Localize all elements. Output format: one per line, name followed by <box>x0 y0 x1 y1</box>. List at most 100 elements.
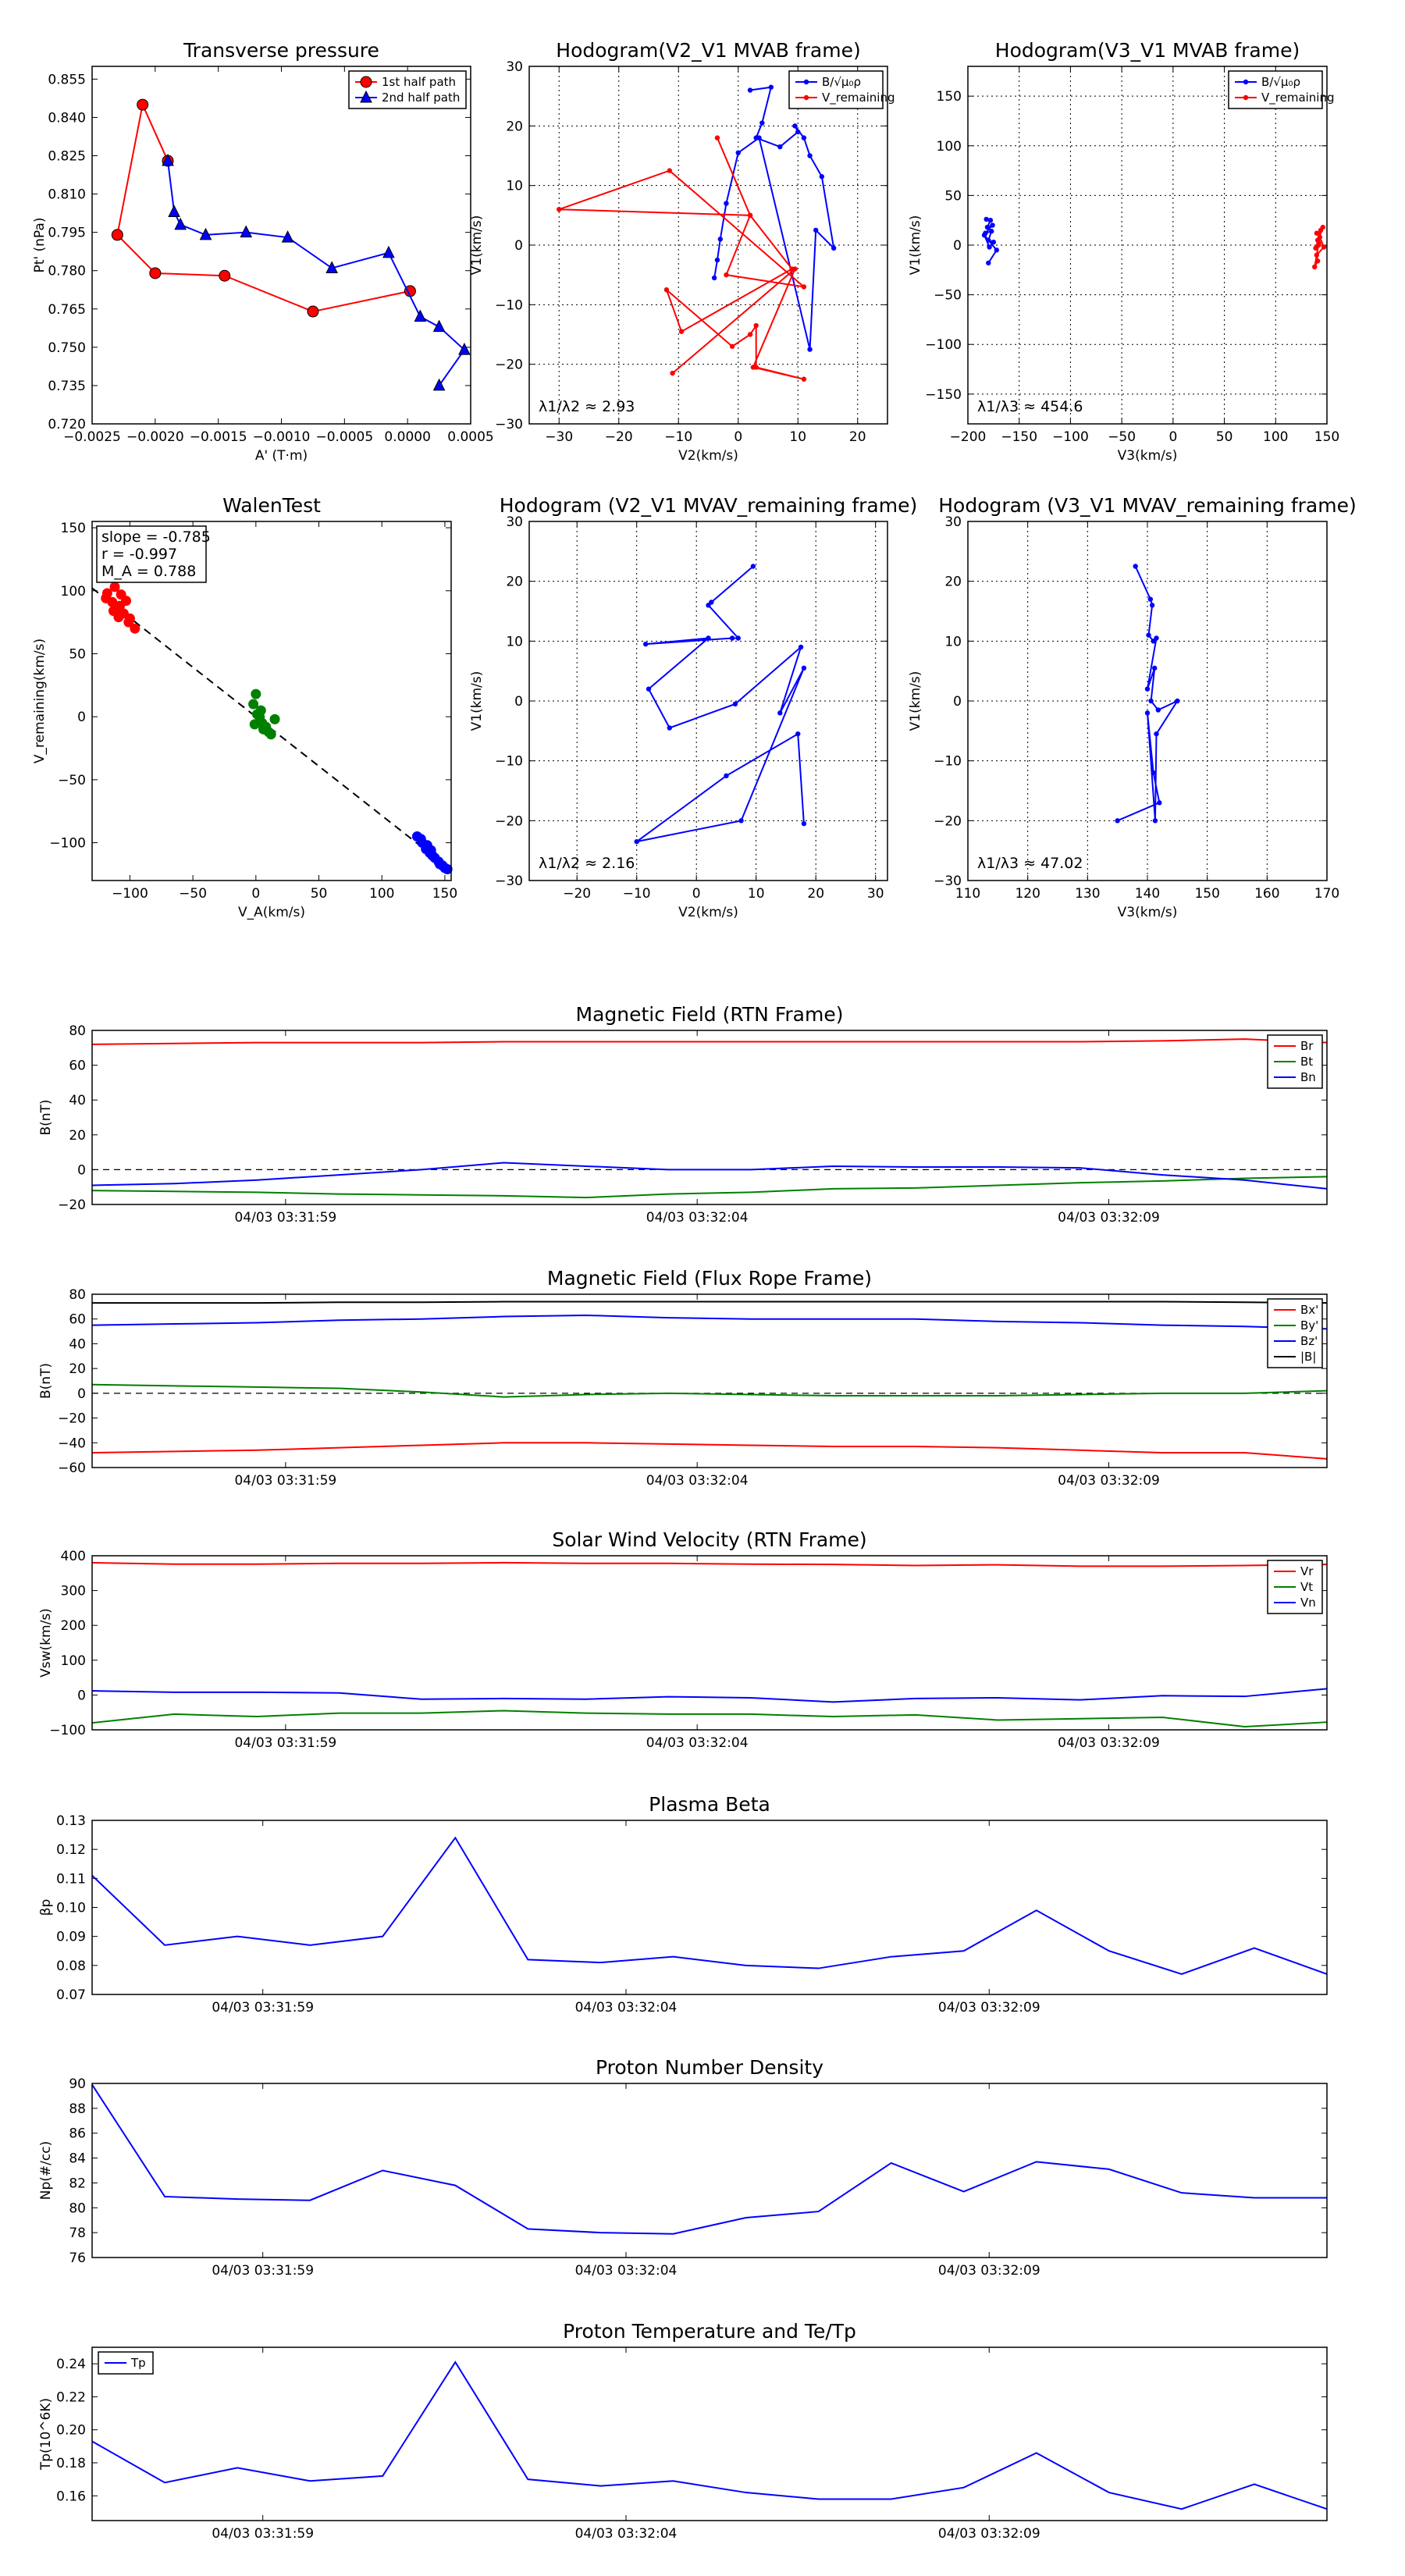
y-tick-label: 0.18 <box>56 2456 86 2471</box>
legend-label: Bt <box>1300 1055 1313 1069</box>
data-point <box>729 343 735 349</box>
x-tick-label: 10 <box>789 429 806 445</box>
data-point <box>1312 264 1318 270</box>
y-tick-label: 20 <box>506 119 523 134</box>
data-point <box>1313 245 1318 251</box>
x-tick-label: 120 <box>1015 886 1040 902</box>
data-point <box>240 225 253 238</box>
x-tick-label: 04/03 03:32:04 <box>646 1473 749 1489</box>
data-point <box>425 845 436 856</box>
legend-label: Vn <box>1300 1596 1316 1610</box>
data-point <box>109 582 120 592</box>
x-tick-label: −10 <box>664 429 692 445</box>
data-point <box>724 201 729 206</box>
data-point <box>987 217 994 223</box>
data-point <box>768 84 774 90</box>
data-point <box>149 267 162 279</box>
data-point <box>432 319 446 333</box>
plot-frame <box>91 1555 1328 1731</box>
x-tick-label: 04/03 03:32:09 <box>1058 1473 1160 1489</box>
chart-h1: Hodogram(V2_V1 MVAB frame) −30 −20 −10 0 10 20… <box>469 39 895 464</box>
x-axis-label: V3(km/s) <box>1118 905 1178 920</box>
legend-label: By' <box>1300 1318 1318 1332</box>
series-line-beta <box>91 1836 1328 1976</box>
y-tick-label: 0 <box>514 238 523 254</box>
x-tick-label: −0.0010 <box>253 429 311 445</box>
x-tick-label: 04/03 03:32:04 <box>575 2000 678 2016</box>
y-tick-label: 82 <box>69 2176 86 2191</box>
y-tick-label: −30 <box>495 873 523 889</box>
data-point <box>813 227 819 233</box>
series-line-Bx <box>91 1442 1328 1460</box>
x-tick-label: 04/03 03:32:09 <box>1058 1210 1160 1226</box>
eigenvalue-ratio: λ1/λ3 ≈ 47.02 <box>977 855 1083 872</box>
x-tick-label: 0.0000 <box>384 429 430 445</box>
x-tick-label: 0 <box>251 886 260 902</box>
x-tick-label: −100 <box>1052 429 1089 445</box>
x-tick-label: 50 <box>311 886 328 902</box>
data-point <box>801 284 807 290</box>
data-point <box>724 272 729 278</box>
y-tick-label: 0 <box>953 694 962 710</box>
data-point <box>663 287 670 293</box>
data-point <box>382 245 395 258</box>
y-tick-label: 0.22 <box>56 2389 86 2405</box>
series-line <box>636 565 805 843</box>
x-tick-label: −50 <box>1108 429 1136 445</box>
data-point <box>986 237 991 243</box>
chart-title: Hodogram(V2_V1 MVAB frame) <box>556 39 860 62</box>
data-point <box>994 247 1000 253</box>
data-point <box>831 245 837 251</box>
y-tick-label: 40 <box>69 1093 86 1108</box>
plot-frame <box>91 1030 1328 1205</box>
legend-label: 2nd half path <box>382 91 460 105</box>
data-point <box>251 688 261 699</box>
y-tick-label: 30 <box>506 514 523 530</box>
x-tick-label: 0 <box>734 429 742 445</box>
chart-title: Proton Number Density <box>596 2056 823 2079</box>
y-tick-label: 0.720 <box>48 417 86 432</box>
legend: Bx'By' Bz' |B| <box>1267 1298 1323 1368</box>
y-tick-label: −20 <box>495 813 523 829</box>
y-tick-label: 0.855 <box>48 72 86 87</box>
y-tick-label: −30 <box>934 873 962 889</box>
data-point <box>803 94 809 101</box>
x-tick-label: 04/03 03:32:04 <box>575 2263 678 2279</box>
chart-mag_fr: Magnetic Field (Flux Rope Frame) 04/03 03… <box>38 1267 1328 1489</box>
y-tick-label: −100 <box>925 337 962 353</box>
y-tick-label: 0.750 <box>48 340 86 356</box>
y-tick-label: 0 <box>77 1688 86 1703</box>
data-point <box>219 269 231 282</box>
y-tick-label: 80 <box>69 1023 86 1039</box>
plot-frame <box>967 66 1328 425</box>
x-tick-label: 0 <box>692 886 701 902</box>
data-point <box>130 623 140 634</box>
x-tick-label: 160 <box>1254 886 1279 902</box>
x-tick-label: −0.0020 <box>126 429 184 445</box>
data-point <box>801 376 807 382</box>
y-axis-label: Vsw(km/s) <box>38 1608 54 1678</box>
chart-title: Magnetic Field (RTN Frame) <box>576 1003 844 1026</box>
data-point <box>442 863 453 874</box>
data-point <box>360 90 372 103</box>
data-point <box>113 612 124 623</box>
data-point <box>777 144 783 150</box>
y-tick-label: 78 <box>69 2226 86 2241</box>
x-tick-label: 04/03 03:32:04 <box>646 1210 749 1226</box>
data-point <box>706 603 711 608</box>
data-point <box>1154 635 1159 641</box>
data-point <box>458 343 471 355</box>
chart-title: Hodogram (V2_V1 MVAV_remaining frame) <box>500 494 918 517</box>
legend-label: Bn <box>1300 1070 1316 1084</box>
plot-frame <box>528 66 888 425</box>
y-tick-label: 100 <box>937 139 962 155</box>
series-line <box>713 86 835 350</box>
y-tick-label: 0.20 <box>56 2423 86 2439</box>
data-point <box>738 818 744 824</box>
legend-label: B/√μ₀ρ <box>822 75 861 89</box>
plot-frame <box>91 1293 1328 1468</box>
y-tick-label: 30 <box>506 59 523 75</box>
y-axis-label: βp <box>38 1899 54 1916</box>
data-point <box>1149 603 1155 608</box>
series-line-Vn <box>91 1688 1328 1703</box>
